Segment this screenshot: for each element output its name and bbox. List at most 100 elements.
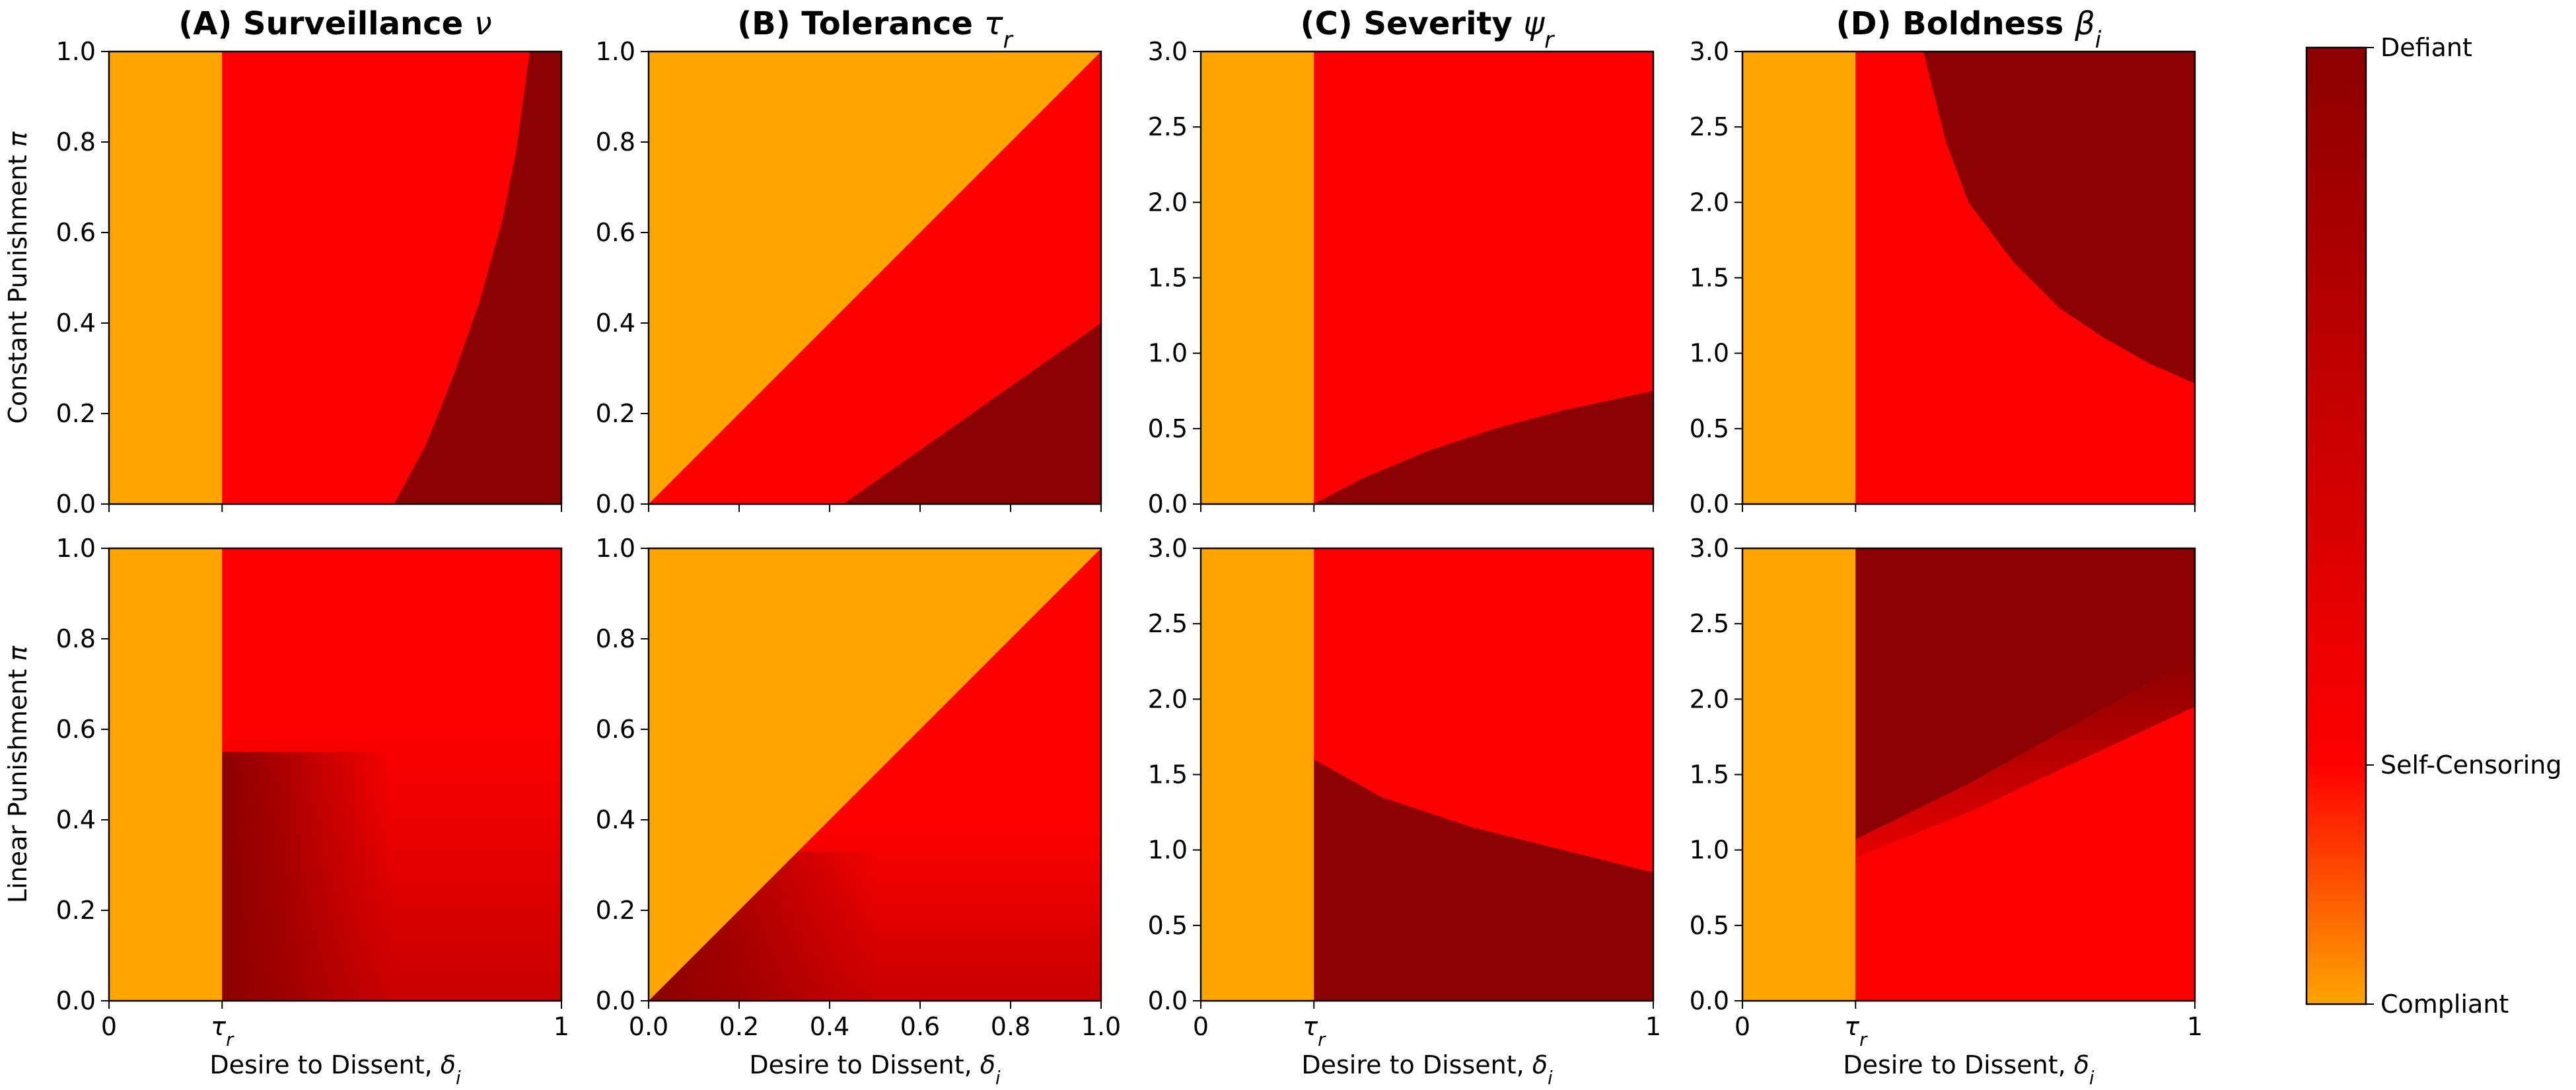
panel-r1-c3: 0.0 0.5 1.0 1.5 2.0 2.5 3.0 0 τr 1 Desire to Disse… <box>1690 534 2203 1089</box>
x-tick-label: 0.8 <box>991 1012 1030 1041</box>
defiant-region <box>1314 390 1653 504</box>
x-tick-label: τr <box>1844 1012 1868 1050</box>
colorbar-label: Defiant <box>2380 33 2472 62</box>
y-tick-label: 0.5 <box>1148 414 1188 443</box>
x-axis-label: Desire to Dissent, δi <box>209 1050 461 1089</box>
self-censoring-region <box>1855 706 2195 1001</box>
x-tick-label: 1 <box>1645 1012 1661 1041</box>
y-tick-label: 0.8 <box>56 127 96 157</box>
y-tick-label: 0.6 <box>56 218 96 247</box>
y-tick-label: 0.2 <box>596 399 635 428</box>
defiant-region <box>1314 759 1653 1001</box>
y-tick-label: 1.5 <box>1690 264 1729 293</box>
y-tick-label: 0.4 <box>56 309 96 338</box>
column-title: (B) Tolerance τr <box>737 5 1013 54</box>
panel-r1-c1: 0.0 0.2 0.4 0.6 0.8 1.0 0.0 0.2 0.4 0.6 0.8 1.0 Desi… <box>596 534 1122 1089</box>
column-title: (D) Boldness βi <box>1836 5 2102 54</box>
x-tick-label: 1.0 <box>1081 1012 1121 1041</box>
axes-frame <box>647 50 1102 505</box>
y-tick-label: 1.5 <box>1148 264 1188 293</box>
y-tick-label: 1.5 <box>1690 760 1729 789</box>
transition-band <box>1855 657 2195 858</box>
x-axis-label: Desire to Dissent, δi <box>1301 1050 1553 1089</box>
y-tick-label: 0.5 <box>1690 414 1729 443</box>
x-tick-label: 1 <box>554 1012 569 1041</box>
x-tick-label: τr <box>1303 1012 1326 1050</box>
y-axis-label: Linear Punishment π <box>3 645 32 904</box>
y-tick-label: 0.0 <box>56 986 96 1015</box>
x-tick-label: 0.2 <box>719 1012 759 1041</box>
y-tick-label: 0.8 <box>56 624 96 653</box>
y-tick-label: 3.0 <box>1148 534 1188 563</box>
compliant-region <box>1201 52 1314 504</box>
compliant-region <box>1742 548 1856 1001</box>
y-tick-label: 1.0 <box>596 37 635 66</box>
y-tick-label: 0.8 <box>596 127 635 157</box>
y-tick-label: 0.0 <box>1690 490 1729 519</box>
y-tick-label: 0.5 <box>1690 911 1729 940</box>
y-tick-label: 2.5 <box>1148 112 1188 141</box>
panel-r1-c0: 0.0 0.2 0.4 0.6 0.8 1.0 0 τr 1 Desire to Dissent,… <box>3 534 569 1089</box>
y-tick-label: 0.2 <box>56 896 96 925</box>
defiant-core <box>222 752 392 1001</box>
compliant-region <box>1742 52 1856 504</box>
y-tick-label: 2.0 <box>1148 684 1188 713</box>
defiant-region <box>843 323 1101 504</box>
x-tick-label: 1 <box>2187 1012 2203 1041</box>
y-tick-label: 2.0 <box>1690 684 1729 713</box>
y-tick-label: 1.0 <box>1148 339 1188 368</box>
panel-grid: 0.0 0.2 0.4 0.6 0.8 1.0 (A) Surveillance ν Cons… <box>3 5 2203 1089</box>
y-tick-label: 1.0 <box>56 37 96 66</box>
y-tick-label: 2.5 <box>1690 609 1729 638</box>
y-tick-label: 0.6 <box>596 715 635 744</box>
compliant-region <box>649 548 1101 1001</box>
y-tick-label: 1.0 <box>596 534 635 563</box>
panel-r1-c2: 0.0 0.5 1.0 1.5 2.0 2.5 3.0 0 τr 1 Desire to Disse… <box>1148 534 1662 1089</box>
axes-frame <box>108 50 563 505</box>
column-title: (A) Surveillance ν <box>178 5 491 42</box>
y-tick-label: 0.0 <box>596 986 635 1015</box>
compliant-region <box>1201 548 1314 1001</box>
colorbar-label: Self-Censoring <box>2380 750 2562 780</box>
y-axis-label: Constant Punishment π <box>3 131 32 423</box>
colorbar-gradient <box>2305 46 2367 1005</box>
panel-r0-c1: 0.0 0.2 0.4 0.6 0.8 1.0 (B) Tolerance τr <box>596 5 1102 519</box>
defiant-region <box>394 52 561 504</box>
y-tick-label: 2.5 <box>1148 609 1188 638</box>
x-tick-label: 0 <box>101 1012 117 1041</box>
compliant-region <box>649 52 1101 504</box>
compliant-region <box>109 548 223 1001</box>
y-tick-label: 0.4 <box>596 309 635 338</box>
x-tick-label: 0 <box>1193 1012 1209 1041</box>
x-tick-label: 0.0 <box>629 1012 668 1041</box>
y-tick-label: 0.6 <box>56 715 96 744</box>
x-tick-label: 0 <box>1735 1012 1750 1041</box>
y-tick-label: 3.0 <box>1690 534 1729 563</box>
y-tick-label: 2.0 <box>1148 188 1188 217</box>
y-tick-label: 2.0 <box>1690 188 1729 217</box>
y-tick-label: 0.4 <box>56 805 96 834</box>
panel-r0-c2: 0.0 0.5 1.0 1.5 2.0 2.5 3.0 (C) Severity ψr <box>1148 5 1655 519</box>
y-tick-label: 0.6 <box>596 218 635 247</box>
y-tick-label: 0.2 <box>56 399 96 428</box>
x-axis-label: Desire to Dissent, δi <box>1843 1050 2094 1089</box>
y-tick-label: 0.8 <box>596 624 635 653</box>
panel-r0-c3: 0.0 0.5 1.0 1.5 2.0 2.5 3.0 (D) Boldness βi <box>1690 5 2196 519</box>
x-tick-label: τr <box>211 1012 234 1050</box>
x-axis-label: Desire to Dissent, δi <box>749 1050 1001 1089</box>
y-tick-label: 0.0 <box>1690 986 1729 1015</box>
y-tick-label: 3.0 <box>1148 37 1188 66</box>
colorbar-label: Compliant <box>2380 990 2509 1019</box>
y-tick-label: 1.0 <box>1690 339 1729 368</box>
y-tick-label: 0.0 <box>1148 986 1188 1015</box>
y-tick-label: 0.0 <box>56 490 96 519</box>
y-tick-label: 1.0 <box>1690 836 1729 865</box>
y-tick-label: 2.5 <box>1690 112 1729 141</box>
x-tick-label: 0.4 <box>810 1012 849 1041</box>
y-tick-label: 1.5 <box>1148 760 1188 789</box>
panel-r0-c0: 0.0 0.2 0.4 0.6 0.8 1.0 (A) Surveillance ν Cons… <box>3 5 563 519</box>
colorbar: Defiant Self-Censoring Compliant <box>2305 33 2562 1019</box>
y-tick-label: 0.0 <box>596 490 635 519</box>
axes-frame <box>647 547 1102 1002</box>
